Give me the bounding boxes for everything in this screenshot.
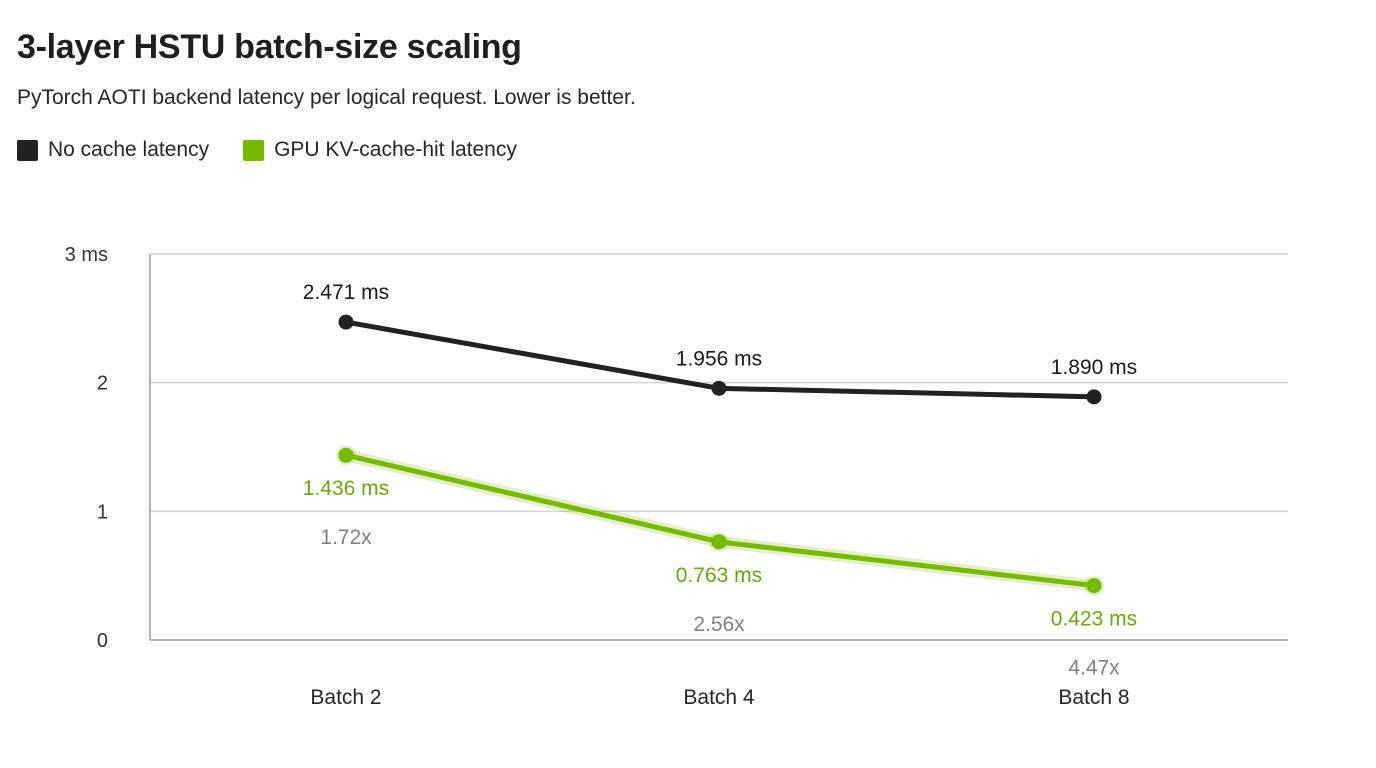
- y-tick-label: 0: [97, 630, 108, 652]
- y-tick-label: 1: [97, 501, 108, 523]
- legend-label-kv-cache: GPU KV-cache-hit latency: [274, 138, 517, 161]
- speedup-label: 2.56x: [693, 613, 745, 636]
- data-label: 1.436 ms: [303, 477, 389, 500]
- legend-item-kv-cache: GPU KV-cache-hit latency: [243, 138, 517, 162]
- speedup-label: 4.47x: [1068, 657, 1120, 680]
- y-tick-label: 2: [97, 373, 108, 395]
- legend: No cache latency GPU KV-cache-hit latenc…: [17, 138, 517, 162]
- x-tick-label: Batch 2: [310, 686, 381, 709]
- chart-title: 3-layer HSTU batch-size scaling: [17, 28, 522, 66]
- data-label: 1.956 ms: [676, 347, 762, 370]
- data-point: [711, 380, 727, 396]
- data-label: 1.890 ms: [1051, 356, 1137, 379]
- data-label: 2.471 ms: [303, 281, 389, 304]
- legend-label-no-cache: No cache latency: [48, 138, 210, 161]
- data-label: 0.763 ms: [676, 564, 762, 587]
- data-label: 0.423 ms: [1051, 608, 1137, 631]
- data-point: [338, 447, 354, 463]
- legend-swatch-no-cache: [17, 139, 38, 161]
- data-point: [1086, 389, 1102, 405]
- data-point: [338, 314, 354, 330]
- y-tick-label: 3 ms: [65, 244, 108, 266]
- data-point: [1086, 578, 1102, 594]
- data-point: [711, 534, 727, 550]
- legend-swatch-kv-cache: [243, 139, 265, 161]
- speedup-label: 1.72x: [320, 526, 372, 549]
- x-tick-label: Batch 4: [683, 686, 755, 709]
- x-tick-label: Batch 8: [1058, 686, 1129, 709]
- chart-subtitle: PyTorch AOTI backend latency per logical…: [17, 86, 636, 109]
- legend-item-no-cache: No cache latency: [17, 138, 209, 162]
